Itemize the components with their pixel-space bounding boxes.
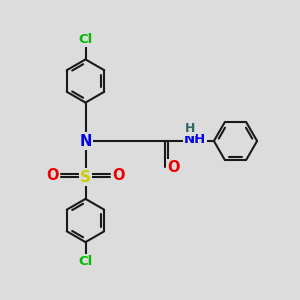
Text: Cl: Cl bbox=[78, 255, 93, 268]
Text: O: O bbox=[46, 168, 59, 183]
Text: N: N bbox=[79, 134, 92, 148]
Text: Cl: Cl bbox=[78, 33, 93, 46]
Text: O: O bbox=[167, 160, 180, 175]
Text: NH: NH bbox=[184, 133, 206, 146]
Text: H: H bbox=[184, 122, 195, 135]
Text: O: O bbox=[112, 168, 125, 183]
Text: S: S bbox=[80, 169, 91, 184]
